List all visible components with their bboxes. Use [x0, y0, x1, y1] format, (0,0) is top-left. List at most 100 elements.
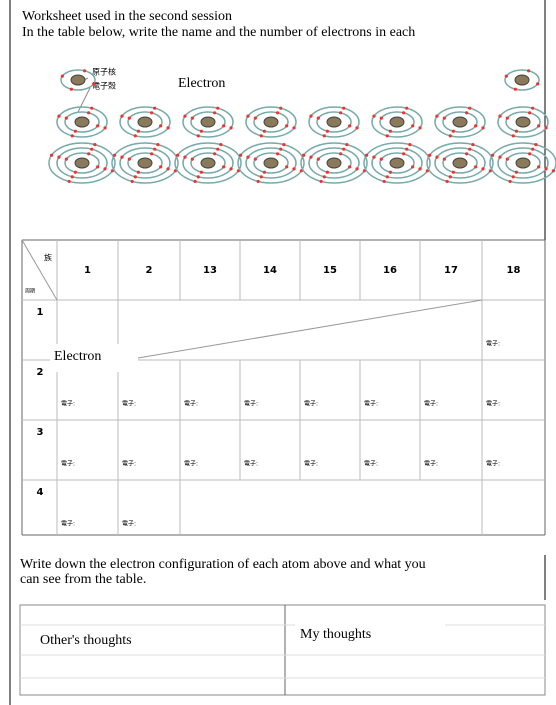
electron [411, 124, 415, 128]
shell [245, 106, 297, 138]
electron [285, 165, 289, 169]
electron [276, 152, 280, 156]
electron [465, 111, 469, 115]
thoughts-box [19, 604, 546, 696]
callout: Electron [54, 349, 101, 364]
electron [50, 153, 54, 157]
period-number: 2 [37, 367, 44, 378]
electron [103, 167, 107, 171]
shell [371, 147, 423, 179]
electron [222, 165, 226, 169]
electron [316, 116, 320, 120]
group-number: 2 [146, 265, 153, 276]
shell [245, 147, 297, 179]
electron [279, 147, 283, 151]
electron [435, 114, 439, 118]
shell [371, 106, 423, 138]
electron [96, 124, 100, 128]
electron [87, 152, 91, 156]
electron-cell-label: 電子: [424, 401, 438, 408]
electron [213, 152, 217, 156]
electron-cell-label: 電子: [424, 461, 438, 468]
electron [113, 153, 117, 157]
electron [193, 179, 197, 184]
shell [504, 69, 540, 91]
electron [348, 124, 352, 128]
shell [111, 142, 179, 184]
electron [73, 129, 77, 133]
electron [239, 153, 243, 157]
electron [73, 170, 77, 174]
electron [468, 106, 472, 110]
electron [498, 155, 502, 159]
electron [70, 134, 74, 138]
electron [513, 87, 517, 91]
nucleus [326, 116, 342, 128]
electron [64, 116, 68, 120]
electron [262, 129, 266, 133]
label-bg [295, 622, 445, 648]
my-thoughts: My thoughts [300, 627, 371, 642]
electron [153, 147, 157, 151]
shell [56, 106, 108, 138]
electron [388, 170, 392, 174]
label-bg [35, 628, 185, 654]
electron [325, 170, 329, 174]
electron [222, 124, 226, 128]
shell [119, 147, 171, 179]
electron [481, 126, 485, 130]
electron [544, 167, 548, 171]
electron [183, 155, 187, 159]
electron [69, 87, 73, 91]
electron [282, 142, 286, 147]
nucleus [452, 157, 468, 169]
shell [127, 152, 163, 174]
nucleus [200, 116, 216, 128]
electron [365, 153, 369, 157]
electron [402, 111, 406, 115]
shell [434, 106, 486, 138]
electron [372, 114, 376, 118]
electron [342, 147, 346, 151]
electron-cell-label: 電子: [122, 401, 136, 408]
electron-cell-label: 電子: [364, 461, 378, 468]
electron [468, 147, 472, 151]
electron [262, 170, 266, 174]
electron [196, 134, 200, 138]
electron [551, 169, 555, 173]
electron [136, 170, 140, 174]
electron [345, 142, 349, 147]
electron [183, 114, 187, 118]
electron [199, 170, 203, 174]
electron [514, 129, 518, 133]
electron [199, 129, 203, 133]
electron [309, 155, 313, 159]
electron [190, 116, 194, 120]
electron-cell-label: 電子: [61, 401, 75, 408]
nucleus [515, 116, 531, 128]
shell [316, 111, 352, 133]
electron [292, 126, 296, 130]
nucleus [74, 157, 90, 169]
electron [465, 152, 469, 156]
period-label: 周期 [25, 289, 35, 295]
electron [246, 155, 250, 159]
electron [150, 152, 154, 156]
electron [418, 126, 422, 130]
electron-cell-label: 電子: [184, 401, 198, 408]
electron [451, 129, 455, 133]
electron [219, 142, 223, 147]
title: Worksheet used in the second session [22, 9, 232, 24]
shell [237, 142, 305, 184]
electron [435, 155, 439, 159]
nucleus [514, 74, 530, 86]
electron [70, 175, 74, 179]
shell [182, 106, 234, 138]
period-number: 4 [37, 487, 44, 498]
shell [300, 142, 368, 184]
nucleus [389, 116, 405, 128]
shell [64, 111, 100, 133]
electron-cell-label: 電子: [244, 461, 258, 468]
electron [382, 179, 386, 184]
